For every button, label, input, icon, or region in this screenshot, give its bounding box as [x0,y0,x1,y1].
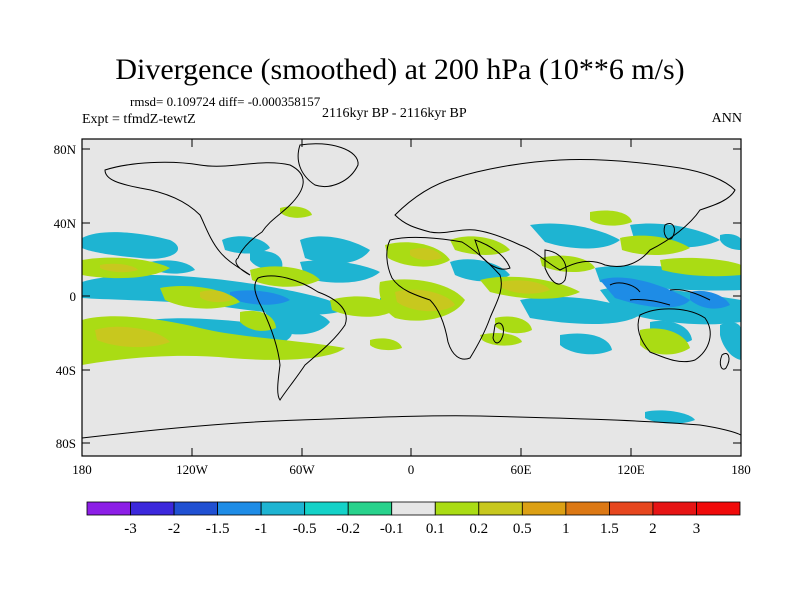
colorbar-box [217,501,262,516]
x-tick-label: 60W [289,462,315,477]
x-tick-label: 180 [72,462,92,477]
colorbar-box [478,501,523,516]
colorbar-box [609,501,654,516]
colorbar-box [565,501,610,516]
colorbar-label: 1.5 [600,521,619,537]
x-axis-ticks [81,139,742,456]
colorbar-label: 0.1 [425,521,445,537]
colorbar-box [86,501,131,516]
x-tick-label: 60E [511,462,532,477]
colorbar-label: 1 [562,521,570,537]
y-tick-labels: 80N 40N 0 40S 80S [54,142,77,451]
x-tick-label: 120W [176,462,209,477]
y-tick-label: 0 [70,289,77,304]
y-axis-ticks [82,148,741,444]
colorbar [86,501,741,516]
colorbar-label: -3 [124,521,137,537]
colorbar-label: -1.5 [205,521,230,537]
x-tick-label: 180 [731,462,751,477]
x-tick-label: 120E [617,462,645,477]
y-tick-label: 80S [56,436,76,451]
rmsd-diff-stats: rmsd= 0.109724 diff= -0.000358157 [130,94,321,109]
y-tick-label: 40N [54,216,77,231]
colorbar-label: 0.2 [469,521,489,537]
colorbar-box [173,501,219,516]
y-tick-label: 40S [56,363,76,378]
colorbar-label: 2 [649,521,657,537]
colorbar-label: 3 [692,521,701,537]
experiment-label: Expt = tfmdZ-tewtZ [82,112,196,127]
season-label: ANN [711,111,742,126]
x-tick-label: 0 [408,462,415,477]
colorbar-label: -0.1 [379,521,404,537]
colorbar-label: -0.2 [336,521,361,537]
colorbar-box [347,501,393,516]
colorbar-box [434,501,480,516]
period-label: 2116kyr BP - 2116kyr BP [322,106,467,121]
colorbar-box [652,501,697,516]
y-tick-label: 80N [54,142,77,157]
continent-outlines [82,143,741,439]
colorbar-label: -1 [254,521,268,537]
divergence-fields [82,206,741,424]
colorbar-box [391,501,436,516]
colorbar-label: -2 [167,521,181,537]
plot-title: Divergence (smoothed) at 200 hPa (10**6 … [115,53,685,86]
colorbar-box [260,501,306,516]
colorbar-label: -0.5 [292,521,317,537]
colorbar-box [304,501,349,516]
colorbar-box [521,501,567,516]
x-tick-labels: 180 120W 60W 0 60E 120E 180 [72,462,751,477]
colorbar-box [696,501,741,516]
colorbar-label: 0.5 [512,521,532,537]
colorbar-box [130,501,175,516]
